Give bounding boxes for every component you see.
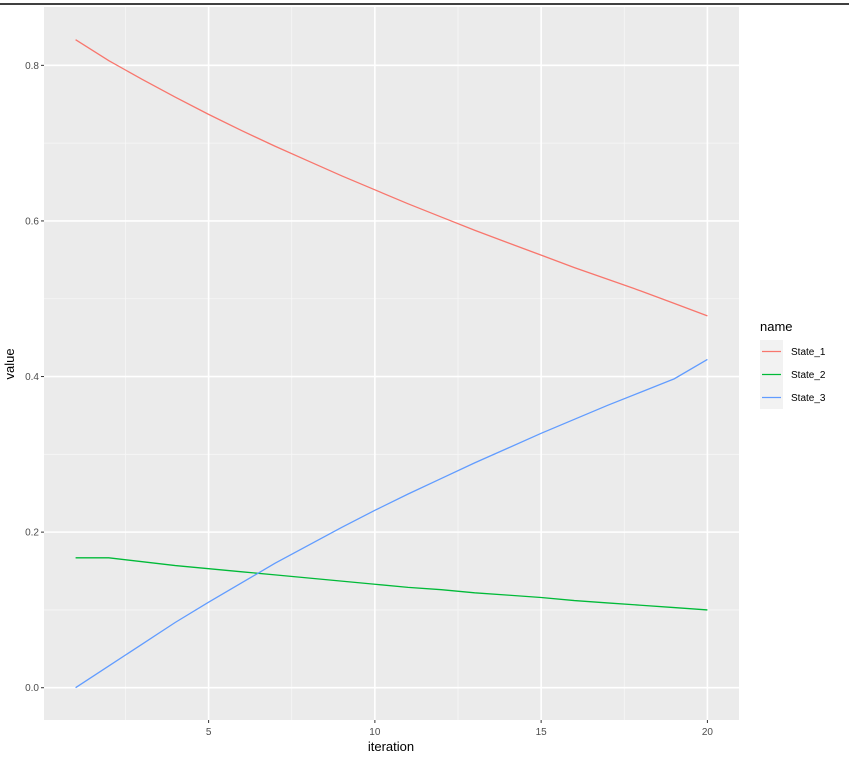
legend-label-state-3: State_3	[791, 393, 826, 404]
series-line-state-2	[75, 557, 708, 611]
series-lines	[75, 39, 708, 689]
y-tick-label: 0.8	[25, 61, 39, 72]
y-axis: 0.0 0.2 0.4 0.6 0.8	[25, 61, 44, 694]
y-tick-label: 0.2	[25, 528, 39, 539]
x-axis: 5 10 15 20	[206, 720, 714, 738]
x-axis-title: iteration	[368, 739, 414, 754]
x-tick-label: 10	[369, 727, 381, 738]
legend: name State_1 State_2 State_3	[760, 319, 826, 409]
series-line-state-1	[75, 39, 708, 317]
minor-gridlines	[44, 7, 739, 720]
legend-label-state-2: State_2	[791, 370, 826, 381]
major-gridlines	[44, 7, 739, 720]
y-axis-title: value	[2, 348, 17, 379]
x-tick-label: 15	[536, 727, 548, 738]
x-tick-label: 5	[206, 727, 212, 738]
legend-title: name	[760, 319, 793, 334]
y-tick-label: 0.4	[25, 372, 39, 383]
y-tick-label: 0.6	[25, 216, 39, 227]
series-line-state-3	[75, 358, 708, 689]
y-tick-label: 0.0	[25, 683, 39, 694]
plot-panel	[44, 7, 739, 720]
x-tick-label: 20	[702, 727, 714, 738]
legend-label-state-1: State_1	[791, 347, 826, 358]
